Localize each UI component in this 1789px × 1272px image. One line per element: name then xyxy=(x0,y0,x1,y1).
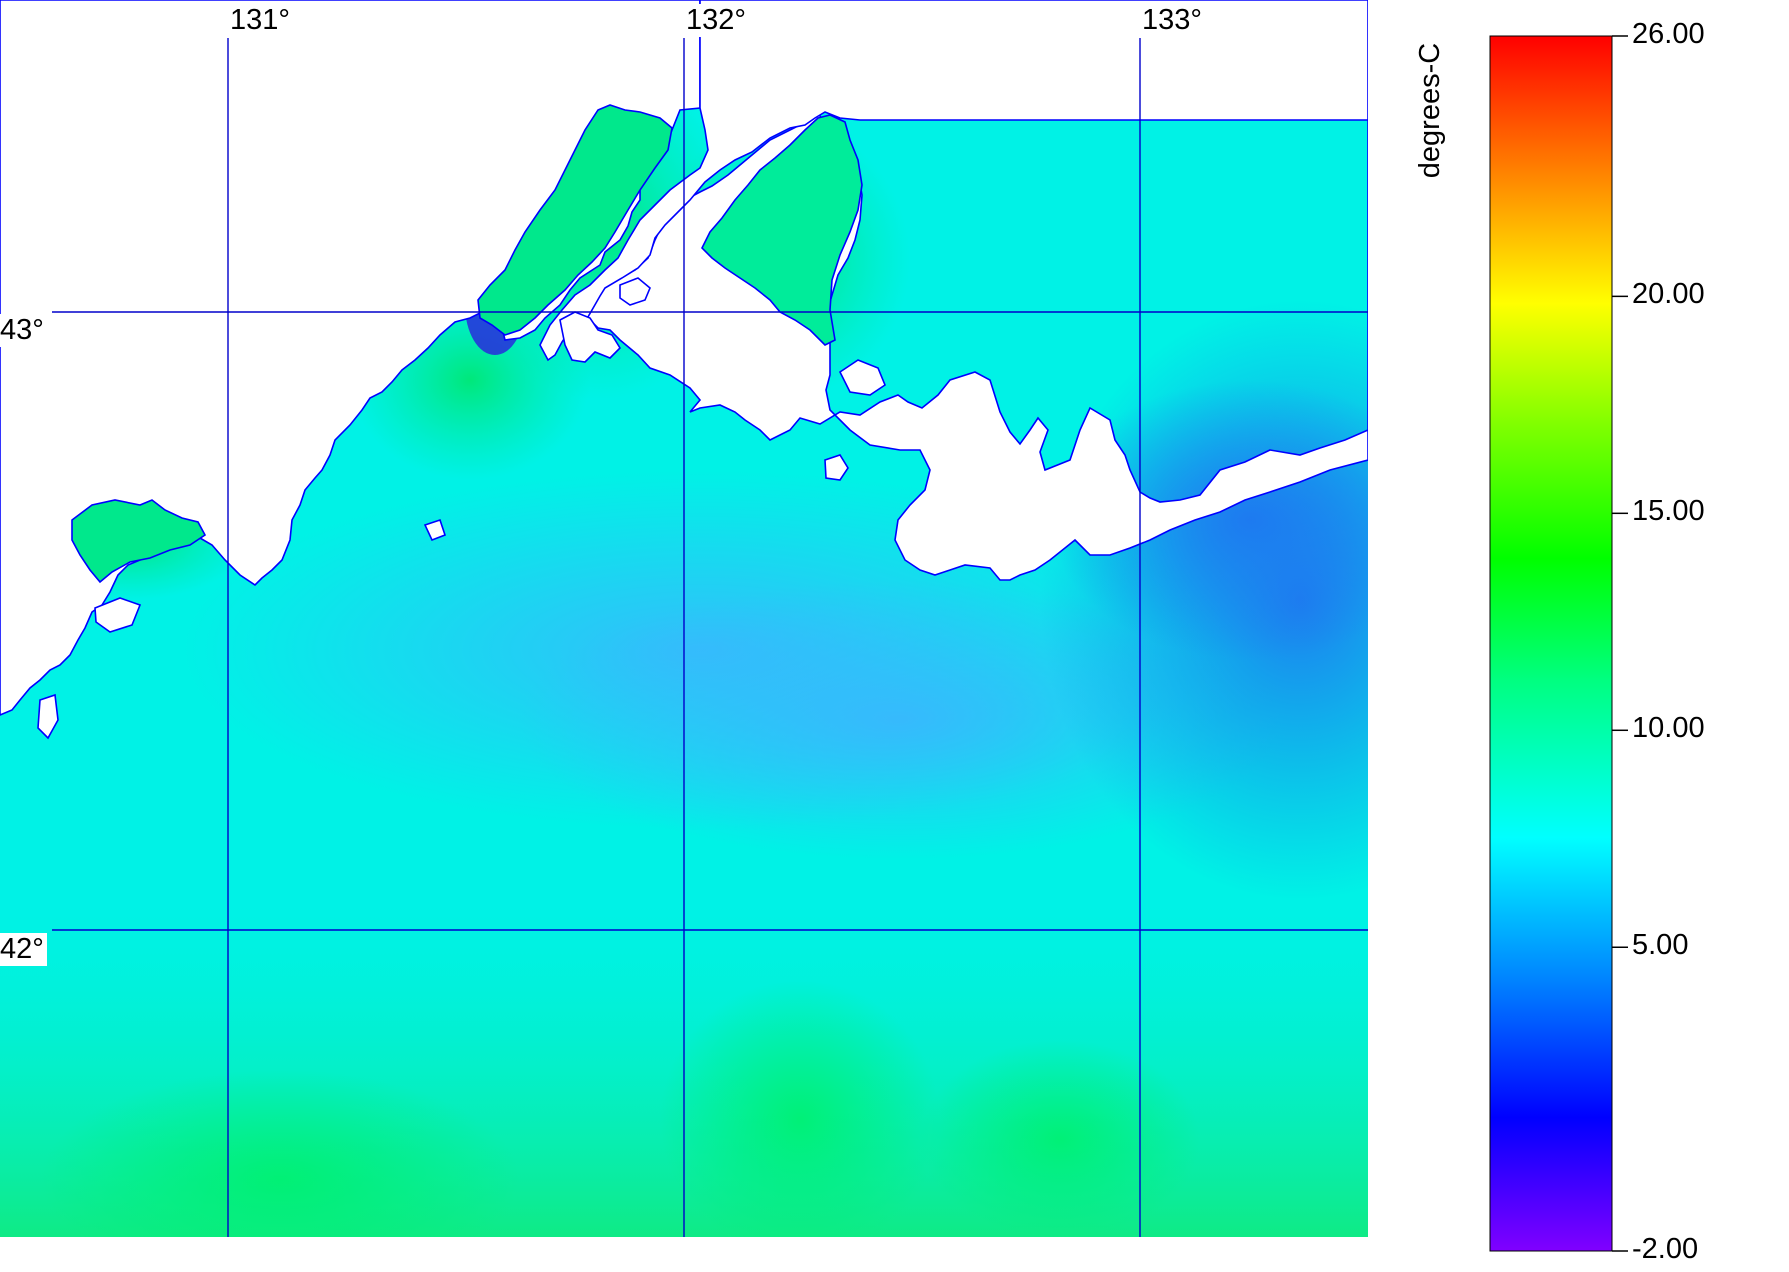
colorbar-tick-label: 10.00 xyxy=(1632,712,1705,745)
colorbar xyxy=(1489,35,1628,1252)
island-6 xyxy=(423,518,447,542)
cold-water-east-2 xyxy=(1050,380,1368,660)
longitude-label-131: 131° xyxy=(228,4,292,37)
latitude-label-42: 42° xyxy=(0,933,47,966)
colorbar-tick-label: 15.00 xyxy=(1632,495,1705,528)
colorbar-title: degrees-C xyxy=(1413,42,1446,178)
island-russky xyxy=(559,311,622,363)
latitude-label-43: 43° xyxy=(0,314,47,347)
warm-patch-s xyxy=(660,980,940,1237)
sea-surface-temperature-field xyxy=(0,0,1368,1237)
colorbar-tick-label: 5.00 xyxy=(1632,929,1689,962)
warm-patch-sw xyxy=(40,1070,520,1237)
island-5 xyxy=(37,693,59,740)
colorbar-ramp xyxy=(1489,35,1613,1252)
warm-patch-se xyxy=(920,1040,1200,1237)
island-1 xyxy=(619,277,651,306)
colorbar-tick-label: 20.00 xyxy=(1632,278,1705,311)
posyet-bay-water xyxy=(71,499,207,584)
graticule xyxy=(52,38,1368,1237)
island-2 xyxy=(838,359,886,396)
longitude-label-133: 133° xyxy=(1140,4,1204,37)
land-peninsula xyxy=(539,0,1368,362)
colorbar-tick-label: -2.00 xyxy=(1632,1233,1699,1265)
island-3 xyxy=(824,454,849,481)
island-4 xyxy=(94,597,142,633)
colorbar-tick-label: 26.00 xyxy=(1632,18,1705,50)
longitude-label-132: 132° xyxy=(684,4,748,37)
